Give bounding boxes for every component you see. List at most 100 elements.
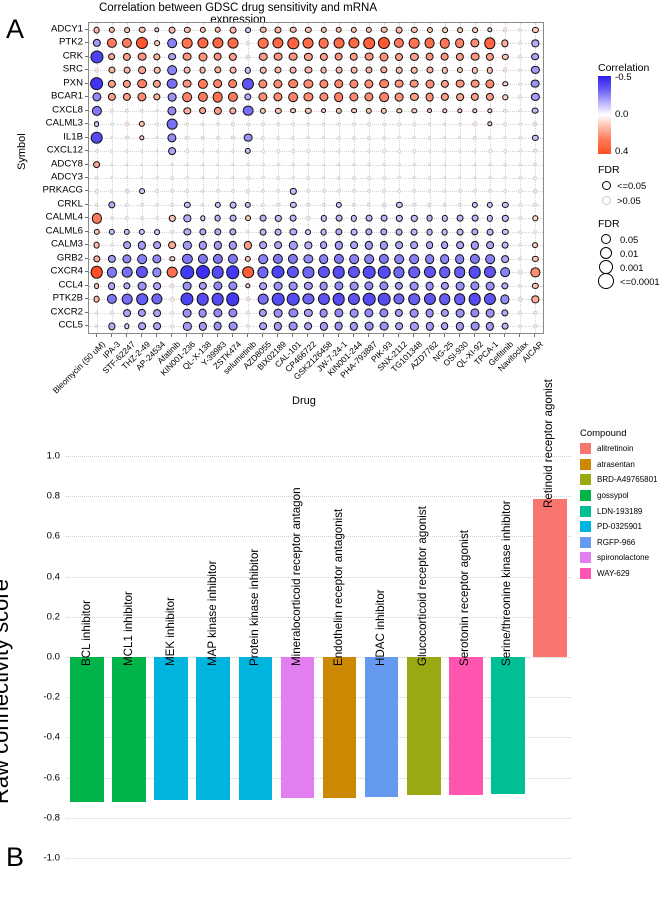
- correlation-bubble: [382, 135, 387, 140]
- correlation-bubble: [288, 52, 298, 62]
- correlation-bubble: [153, 308, 161, 317]
- correlation-bubble: [349, 241, 358, 250]
- correlation-bubble: [518, 216, 523, 221]
- correlation-bubble: [93, 121, 100, 128]
- correlation-bubble: [473, 176, 477, 180]
- correlation-bubble: [488, 162, 492, 167]
- correlation-bubble: [485, 308, 495, 318]
- correlation-bubble: [94, 149, 99, 154]
- correlation-bubble: [470, 321, 480, 331]
- correlation-bubble: [261, 202, 266, 207]
- y-tick-label: IL1B: [63, 131, 83, 143]
- correlation-bubble: [396, 201, 403, 209]
- correlation-bubble: [306, 135, 311, 140]
- compound-legend: Compound alitretinoin atrasentan BRD-A4976…: [580, 428, 659, 581]
- correlation-bubble: [409, 37, 420, 49]
- correlation-bubble: [212, 91, 223, 103]
- panel-a: A Correlation between GDSC drug sensitiv…: [0, 0, 659, 418]
- correlation-bubble: [122, 92, 131, 102]
- compound-legend-label: atrasentan: [597, 459, 635, 469]
- correlation-bubble: [425, 308, 434, 318]
- correlation-bubble: [288, 92, 299, 102]
- correlation-legend-title: Correlation: [598, 62, 650, 74]
- correlation-bubble: [442, 202, 447, 208]
- correlation-bubble: [349, 79, 359, 89]
- correlation-bubble: [364, 254, 374, 264]
- correlation-bubble: [380, 26, 388, 34]
- correlation-bubble: [261, 149, 265, 153]
- correlation-bubble: [518, 243, 523, 248]
- compound-legend-item: gossypol: [580, 488, 659, 504]
- correlation-bubble: [365, 107, 373, 114]
- correlation-bubble: [213, 308, 223, 318]
- correlation-bubble: [93, 228, 100, 236]
- y-tick-label: GRB2: [56, 252, 83, 264]
- correlation-bubble: [458, 149, 462, 153]
- correlation-bubble: [395, 241, 404, 250]
- correlation-bubble: [155, 216, 159, 221]
- correlation-bubble: [261, 122, 265, 126]
- correlation-bubble: [395, 281, 404, 290]
- correlation-bubble: [503, 162, 507, 167]
- correlation-bubble: [530, 267, 541, 277]
- correlation-bubble: [273, 92, 283, 102]
- fdr-size-swatch-icon: [599, 260, 613, 274]
- correlation-bubble: [441, 66, 448, 74]
- correlation-bubble: [410, 322, 419, 331]
- correlation-bubble: [170, 310, 175, 315]
- correlation-bubble: [393, 293, 405, 305]
- correlation-bubble: [200, 149, 205, 153]
- correlation-bubble: [397, 149, 401, 153]
- correlation-bubble: [352, 149, 356, 153]
- correlation-bubble: [500, 267, 511, 278]
- compound-legend-label: alitretinoin: [597, 444, 634, 454]
- correlation-bubble: [166, 78, 178, 89]
- correlation-bubble: [318, 254, 329, 264]
- compound-legend-item: WAY-629: [580, 566, 659, 582]
- correlation-bubble: [182, 308, 192, 318]
- correlation-bubble: [109, 108, 114, 113]
- grid-line: [66, 858, 571, 859]
- compound-legend-label: spironolactone: [597, 553, 650, 563]
- fdr-size-swatch-icon: [601, 234, 611, 244]
- y-tick-mark: [85, 271, 88, 273]
- correlation-bubble: [427, 122, 432, 126]
- fdr-outline-legend-item: <=0.05: [598, 178, 659, 193]
- correlation-bubble: [350, 228, 358, 236]
- connectivity-bar-chart: 1.0 0.8 0.6 0.4 0.2 0.0 -0.2 -0.4 -0.6 -0.8 -1.0 BC…: [43, 379, 571, 864]
- correlation-bubble: [138, 120, 146, 128]
- correlation-bubble: [321, 122, 326, 126]
- correlation-bubble: [533, 310, 538, 315]
- correlation-bubble: [290, 26, 297, 34]
- correlation-bubble: [397, 135, 402, 140]
- x-tick-mark: [428, 334, 430, 337]
- correlation-bubble: [182, 52, 192, 62]
- correlation-bubble: [425, 241, 434, 250]
- correlation-bubble: [243, 133, 253, 142]
- x-tick-mark: [171, 334, 173, 337]
- correlation-bubble: [108, 66, 116, 74]
- grid-line-horizontal: [89, 326, 543, 328]
- correlation-bubble: [333, 78, 344, 89]
- correlation-bubble: [109, 310, 114, 315]
- correlation-bubble: [518, 122, 522, 126]
- correlation-bubble: [396, 215, 403, 222]
- correlation-bubble: [483, 266, 497, 279]
- correlation-bubble: [140, 162, 144, 167]
- correlation-bubble: [488, 149, 492, 153]
- correlation-bubble: [195, 265, 210, 280]
- correlation-bubble: [501, 322, 509, 330]
- correlation-bubble: [288, 321, 298, 331]
- x-tick-mark: [473, 334, 475, 337]
- correlation-bubble: [90, 266, 103, 279]
- correlation-bubble: [501, 201, 509, 209]
- correlation-bubble: [245, 229, 250, 234]
- grid-line-horizontal: [89, 178, 543, 179]
- correlation-bubble: [139, 134, 145, 141]
- y-tick-label: CALML6: [45, 225, 83, 237]
- correlation-bubble: [362, 293, 376, 306]
- correlation-bubble: [397, 176, 401, 180]
- correlation-bubble: [440, 308, 449, 317]
- fdr-size-swatch-icon: [600, 247, 612, 259]
- correlation-bubble: [379, 241, 389, 250]
